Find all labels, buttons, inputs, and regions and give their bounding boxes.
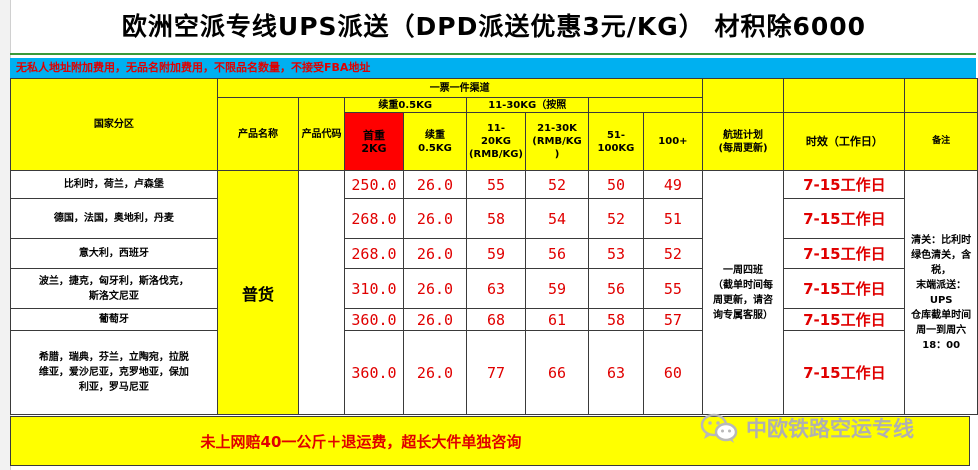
price-11-20: 58 (465, 198, 527, 239)
price-51-100: 56 (587, 268, 645, 309)
price-100-plus: 49 (643, 170, 703, 199)
price-first: 268.0 (343, 198, 405, 239)
price-51-100: 53 (587, 238, 645, 269)
header-cont-weight: 续重 0.5KG (403, 112, 467, 171)
price-100-plus: 51 (643, 198, 703, 239)
transit-time: 7-15工作日 (783, 198, 906, 239)
price-51-100: 63 (587, 330, 645, 415)
price-first: 268.0 (343, 238, 405, 269)
rate-table: 国家分区 一票一件渠道 产品名称 产品代码 续重0.5KG 11-30KG（按照… (10, 78, 978, 415)
price-cont: 26.0 (403, 170, 467, 199)
header-cont-05: 续重0.5KG (343, 97, 467, 113)
flight-schedule: 一周四班 （截单时间每 周更新，请咨 询专属客服） (701, 170, 785, 415)
price-first: 360.0 (343, 330, 405, 415)
price-cont: 26.0 (403, 198, 467, 239)
price-51-100: 58 (587, 308, 645, 331)
header-w21-30: 21-30K (RMB/KG) (525, 112, 589, 171)
region-cell: 希腊，瑞典，芬兰，立陶宛，拉脱 维亚，爱沙尼亚，克罗地亚，保加 利亚，罗马尼亚 (10, 330, 218, 415)
price-cont: 26.0 (403, 330, 467, 415)
table-row: 希腊，瑞典，芬兰，立陶宛，拉脱 维亚，爱沙尼亚，克罗地亚，保加 利亚，罗马尼亚 36… (10, 330, 978, 415)
notice-banner: 无私人地址附加费用，无品名附加费用，不限品名数量，不接受FBA地址 (10, 58, 976, 78)
header-flight-plan: 航班计划 (每周更新) (701, 112, 785, 171)
region-cell: 波兰，捷克，匈牙利，斯洛伐克， 斯洛文尼亚 (10, 268, 218, 309)
header-spacer (783, 78, 906, 113)
product-type: 普货 (216, 170, 300, 415)
price-21-30: 61 (525, 308, 589, 331)
price-100-plus: 57 (643, 308, 703, 331)
header-spacer (587, 97, 703, 113)
footer-banner: 未上网赔40一公斤＋退运费，超长大件单独咨询 (10, 416, 970, 466)
header-w51-100: 51- 100KG (587, 112, 645, 171)
header-w100-plus: 100+ (643, 112, 703, 171)
header-w11-20: 11- 20KG (RMB/KG) (465, 112, 527, 171)
title-divider (10, 53, 976, 55)
price-21-30: 54 (525, 198, 589, 239)
wechat-icon (700, 412, 738, 444)
price-cont: 26.0 (403, 268, 467, 309)
table-row: 意大利，西班牙 268.0 26.0 59 56 53 52 7-15工作日 (10, 238, 978, 269)
transit-time: 7-15工作日 (783, 170, 906, 199)
price-51-100: 52 (587, 198, 645, 239)
header-product-code: 产品代码 (298, 97, 345, 171)
price-21-30: 66 (525, 330, 589, 415)
table-row: 葡萄牙 360.0 26.0 68 61 58 57 7-15工作日 (10, 308, 978, 331)
price-11-20: 55 (465, 170, 527, 199)
header-range-11-30: 11-30KG（按照 (465, 97, 589, 113)
header-spacer (701, 78, 785, 113)
header-spacer (904, 78, 978, 113)
price-21-30: 59 (525, 268, 589, 309)
header-transit: 时效（工作日） (783, 112, 906, 171)
table-row: 波兰，捷克，匈牙利，斯洛伐克， 斯洛文尼亚 310.0 26.0 63 59 56… (10, 268, 978, 309)
watermark-text: 中欧铁路空运专线 (746, 417, 914, 441)
price-first: 250.0 (343, 170, 405, 199)
header-country-zone: 国家分区 (10, 78, 218, 171)
watermark: 中欧铁路空运专线 (700, 412, 914, 444)
price-51-100: 50 (587, 170, 645, 199)
price-100-plus: 60 (643, 330, 703, 415)
header-remarks: 备注 (904, 112, 978, 171)
price-100-plus: 55 (643, 268, 703, 309)
table-row: 德国，法国，奥地利，丹麦 268.0 26.0 58 54 52 51 7-15… (10, 198, 978, 239)
transit-time: 7-15工作日 (783, 308, 906, 331)
price-11-20: 68 (465, 308, 527, 331)
price-11-20: 63 (465, 268, 527, 309)
price-first: 360.0 (343, 308, 405, 331)
transit-time: 7-15工作日 (783, 238, 906, 269)
transit-time: 7-15工作日 (783, 330, 906, 415)
price-11-20: 77 (465, 330, 527, 415)
region-cell: 德国，法国，奥地利，丹麦 (10, 198, 218, 239)
price-cont: 26.0 (403, 238, 467, 269)
header-channel: 一票一件渠道 (216, 78, 703, 98)
region-cell: 比利时，荷兰，卢森堡 (10, 170, 218, 199)
product-code-cell (298, 170, 345, 415)
region-cell: 葡萄牙 (10, 308, 218, 331)
price-100-plus: 52 (643, 238, 703, 269)
header-first-weight: 首重 2KG (343, 112, 405, 171)
price-first: 310.0 (343, 268, 405, 309)
footer-note: 未上网赔40一公斤＋退运费，超长大件单独咨询 (200, 432, 522, 451)
price-21-30: 56 (525, 238, 589, 269)
page-title: 欧洲空派专线UPS派送（DPD派送优惠3元/KG） 材积除6000 (121, 12, 867, 41)
remarks-cell: 清关：比利时 绿色清关，含 税， 末端派送： UPS 仓库截单时间 周一到周六 18：00 (904, 170, 978, 415)
price-11-20: 59 (465, 238, 527, 269)
price-21-30: 52 (525, 170, 589, 199)
price-cont: 26.0 (403, 308, 467, 331)
region-cell: 意大利，西班牙 (10, 238, 218, 269)
table-row: 比利时，荷兰，卢森堡 普货 250.0 26.0 55 52 50 49 一周四… (10, 170, 978, 415)
header-product-name: 产品名称 (216, 97, 300, 171)
transit-time: 7-15工作日 (783, 268, 906, 309)
